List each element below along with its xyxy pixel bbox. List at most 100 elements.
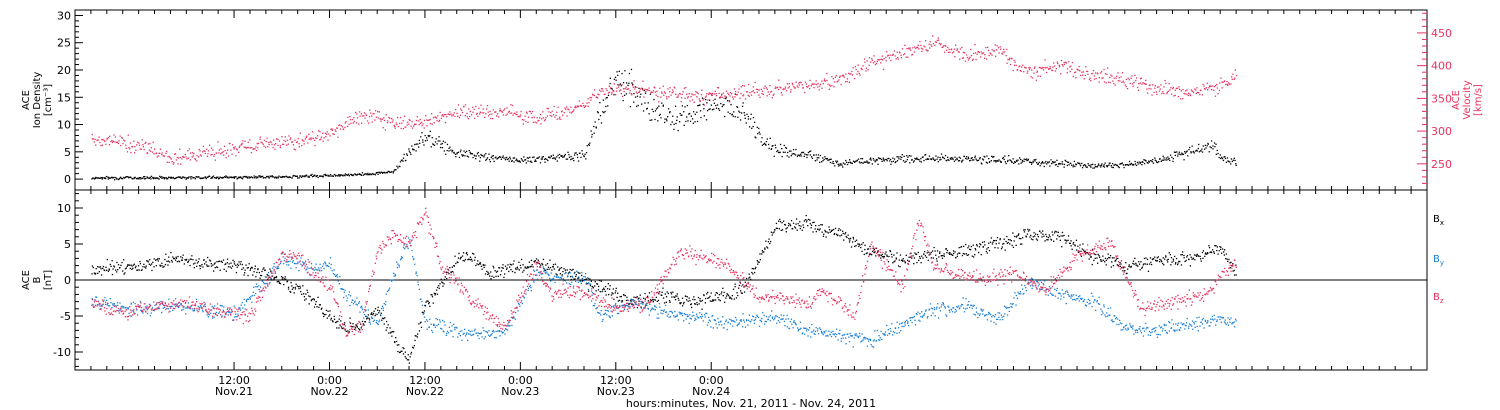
data-point (169, 177, 172, 179)
data-point (1145, 263, 1147, 265)
data-point (471, 153, 474, 155)
data-point (1092, 163, 1094, 166)
data-point (1093, 253, 1095, 255)
data-point (100, 274, 103, 276)
data-point (893, 254, 895, 256)
data-point (495, 337, 497, 339)
data-point (144, 306, 146, 308)
data-point (471, 152, 473, 155)
data-point (782, 88, 784, 91)
data-point (815, 230, 817, 233)
data-point (314, 266, 316, 269)
data-point (104, 140, 106, 143)
data-point (1130, 163, 1132, 166)
data-point (461, 111, 464, 114)
data-point (456, 112, 458, 114)
data-point (438, 287, 440, 289)
data-point (1063, 61, 1065, 64)
data-point (942, 45, 945, 47)
data-point (1013, 240, 1015, 242)
data-point (1167, 258, 1169, 260)
data-point (239, 307, 241, 309)
data-point (256, 143, 258, 145)
data-point (980, 162, 982, 164)
data-point (1186, 93, 1188, 95)
data-point (322, 265, 324, 267)
data-point (158, 178, 160, 180)
data-point (577, 160, 580, 162)
data-point (708, 297, 710, 299)
data-point (1082, 167, 1084, 169)
data-point (112, 140, 114, 142)
data-point (806, 86, 808, 88)
data-point (449, 321, 451, 324)
data-point (918, 259, 920, 261)
data-point (293, 292, 295, 294)
data-point (713, 93, 716, 95)
data-point (588, 143, 590, 146)
data-point (837, 165, 840, 167)
data-point (873, 55, 875, 57)
data-point (395, 169, 397, 171)
data-point (864, 244, 866, 246)
data-point (677, 129, 679, 132)
data-point (374, 313, 377, 315)
data-point (332, 321, 334, 323)
data-point (919, 160, 921, 162)
data-point (1196, 87, 1198, 89)
data-point (186, 177, 189, 179)
data-point (899, 156, 901, 158)
data-point (313, 306, 316, 308)
data-point (722, 104, 724, 106)
data-point (1097, 164, 1099, 166)
data-point (442, 282, 444, 284)
data-point (843, 239, 845, 241)
data-point (391, 280, 393, 282)
data-point (523, 119, 525, 121)
data-point (301, 175, 303, 177)
data-point (349, 322, 352, 324)
data-point (1221, 81, 1223, 83)
data-point (1063, 234, 1065, 237)
data-point (351, 301, 353, 303)
data-point (426, 139, 428, 141)
data-point (387, 324, 389, 326)
data-point (172, 256, 174, 258)
data-point (496, 113, 499, 115)
data-point (254, 292, 257, 295)
data-point (218, 177, 221, 179)
data-point (188, 148, 191, 150)
data-point (1043, 235, 1045, 237)
data-point (621, 72, 623, 75)
data-point (506, 107, 508, 109)
data-point (1159, 158, 1161, 160)
data-point (449, 111, 451, 113)
data-point (594, 121, 596, 123)
data-point (524, 159, 526, 161)
data-point (257, 147, 259, 149)
data-point (1141, 164, 1143, 166)
data-point (705, 98, 707, 101)
data-point (1200, 258, 1202, 260)
data-point (1049, 66, 1051, 68)
data-point (1117, 80, 1119, 82)
data-point (386, 320, 388, 323)
data-point (1141, 83, 1143, 85)
data-point (1079, 244, 1081, 246)
data-point (1079, 163, 1081, 165)
data-point (1174, 255, 1176, 258)
data-point (1134, 257, 1136, 259)
data-point (221, 152, 223, 154)
data-point (441, 281, 443, 283)
data-point (360, 113, 362, 115)
data-point (850, 162, 852, 164)
data-point (361, 115, 364, 117)
data-point (1101, 260, 1103, 262)
data-point (904, 262, 906, 264)
data-point (1160, 84, 1162, 86)
data-point (722, 287, 724, 289)
data-point (618, 86, 620, 88)
data-point (639, 90, 641, 92)
data-point (1089, 256, 1092, 258)
data-point (550, 155, 552, 158)
